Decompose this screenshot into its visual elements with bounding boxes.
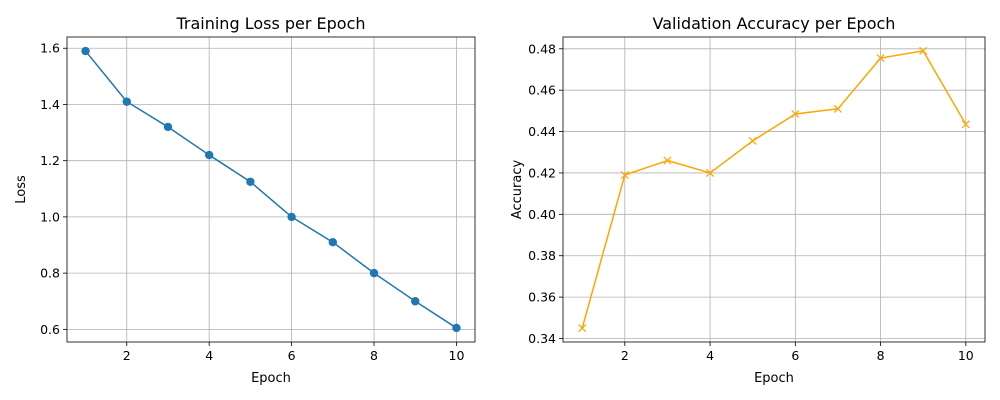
training-loss-y-tick-label: 0.8 <box>40 266 60 281</box>
training-loss-x-tick-label: 4 <box>205 348 213 363</box>
training-loss-panel: 2 4 6 8 10 0.6 0.8 1.0 1.2 1.4 1.6 Training Loss p… <box>14 14 476 386</box>
training-loss-x-tick-label: 6 <box>288 348 296 363</box>
validation-accuracy-x-tick-label: 6 <box>791 348 799 363</box>
training-loss-data-point <box>411 297 420 306</box>
validation-accuracy-x-tick-label: 2 <box>621 348 629 363</box>
validation-accuracy-x-axis-label: Epoch <box>754 371 794 386</box>
training-loss-data-point <box>81 46 90 56</box>
training-loss-ticks: 2 4 6 8 10 0.6 0.8 1.0 1.2 1.4 1.6 <box>40 41 464 363</box>
validation-accuracy-data-point <box>919 46 928 55</box>
validation-accuracy-data-point <box>748 136 757 145</box>
validation-accuracy-y-tick-label: 0.44 <box>528 124 556 139</box>
validation-accuracy-data-point <box>961 120 970 129</box>
training-loss-data-point <box>328 238 338 247</box>
validation-accuracy-y-tick-label: 0.40 <box>528 207 556 222</box>
training-loss-data-point <box>204 150 214 160</box>
validation-accuracy-y-axis-label: Accuracy <box>510 160 525 220</box>
validation-accuracy-data-point <box>620 170 629 180</box>
validation-accuracy-y-tick-label: 0.48 <box>528 41 556 56</box>
training-loss-y-tick-label: 1.0 <box>40 209 60 224</box>
validation-accuracy-data-point <box>791 109 800 118</box>
training-loss-y-tick-label: 1.2 <box>40 153 60 168</box>
training-loss-y-tick-label: 1.6 <box>40 41 60 56</box>
training-loss-series <box>81 46 461 333</box>
training-loss-x-tick-label: 2 <box>123 348 131 363</box>
training-loss-title: Training Loss per Epoch <box>175 14 365 33</box>
training-loss-data-point <box>287 212 296 222</box>
validation-accuracy-data-point <box>663 156 672 165</box>
validation-accuracy-y-tick-label: 0.46 <box>528 83 556 98</box>
training-loss-plot-frame <box>66 36 476 343</box>
validation-accuracy-series-line <box>581 50 967 329</box>
training-loss-grid <box>67 37 475 342</box>
training-loss-y-tick-label: 1.4 <box>40 97 60 112</box>
training-loss-data-point <box>163 122 173 132</box>
validation-accuracy-data-point <box>578 324 587 333</box>
training-loss-y-axis-label: Loss <box>14 175 29 204</box>
validation-accuracy-x-tick-label: 8 <box>877 348 885 363</box>
validation-accuracy-grid <box>563 37 985 342</box>
validation-accuracy-y-tick-label: 0.34 <box>528 331 556 346</box>
training-loss-x-axis-label: Epoch <box>251 371 291 386</box>
training-loss-data-point <box>246 177 255 186</box>
validation-accuracy-y-tick-label: 0.42 <box>528 165 556 180</box>
validation-accuracy-data-point <box>706 168 715 177</box>
training-loss-data-point <box>122 97 131 106</box>
validation-accuracy-ticks: 2 4 6 8 10 0.34 0.36 0.38 0.40 0.42 0.44 0.46 0.48 <box>528 41 974 363</box>
training-loss-y-tick-label: 0.6 <box>40 322 60 337</box>
validation-accuracy-x-tick-label: 10 <box>958 348 974 363</box>
training-loss-data-point <box>369 268 379 278</box>
validation-accuracy-x-tick-label: 4 <box>706 348 714 363</box>
validation-accuracy-data-point <box>833 104 842 113</box>
training-loss-series-line <box>84 50 457 329</box>
validation-accuracy-plot-frame <box>562 36 986 343</box>
training-loss-x-tick-label: 10 <box>449 348 465 363</box>
validation-accuracy-series <box>578 46 970 333</box>
validation-accuracy-title: Validation Accuracy per Epoch <box>653 14 896 33</box>
training-loss-x-tick-label: 8 <box>370 348 378 363</box>
validation-accuracy-panel: 2 4 6 8 10 0.34 0.36 0.38 0.40 0.42 0.44 0.46 0.48 V… <box>510 14 986 386</box>
training-loss-data-point <box>452 323 461 333</box>
validation-accuracy-data-point <box>876 54 885 63</box>
validation-accuracy-y-tick-label: 0.36 <box>528 290 556 305</box>
validation-accuracy-y-tick-label: 0.38 <box>528 248 556 263</box>
